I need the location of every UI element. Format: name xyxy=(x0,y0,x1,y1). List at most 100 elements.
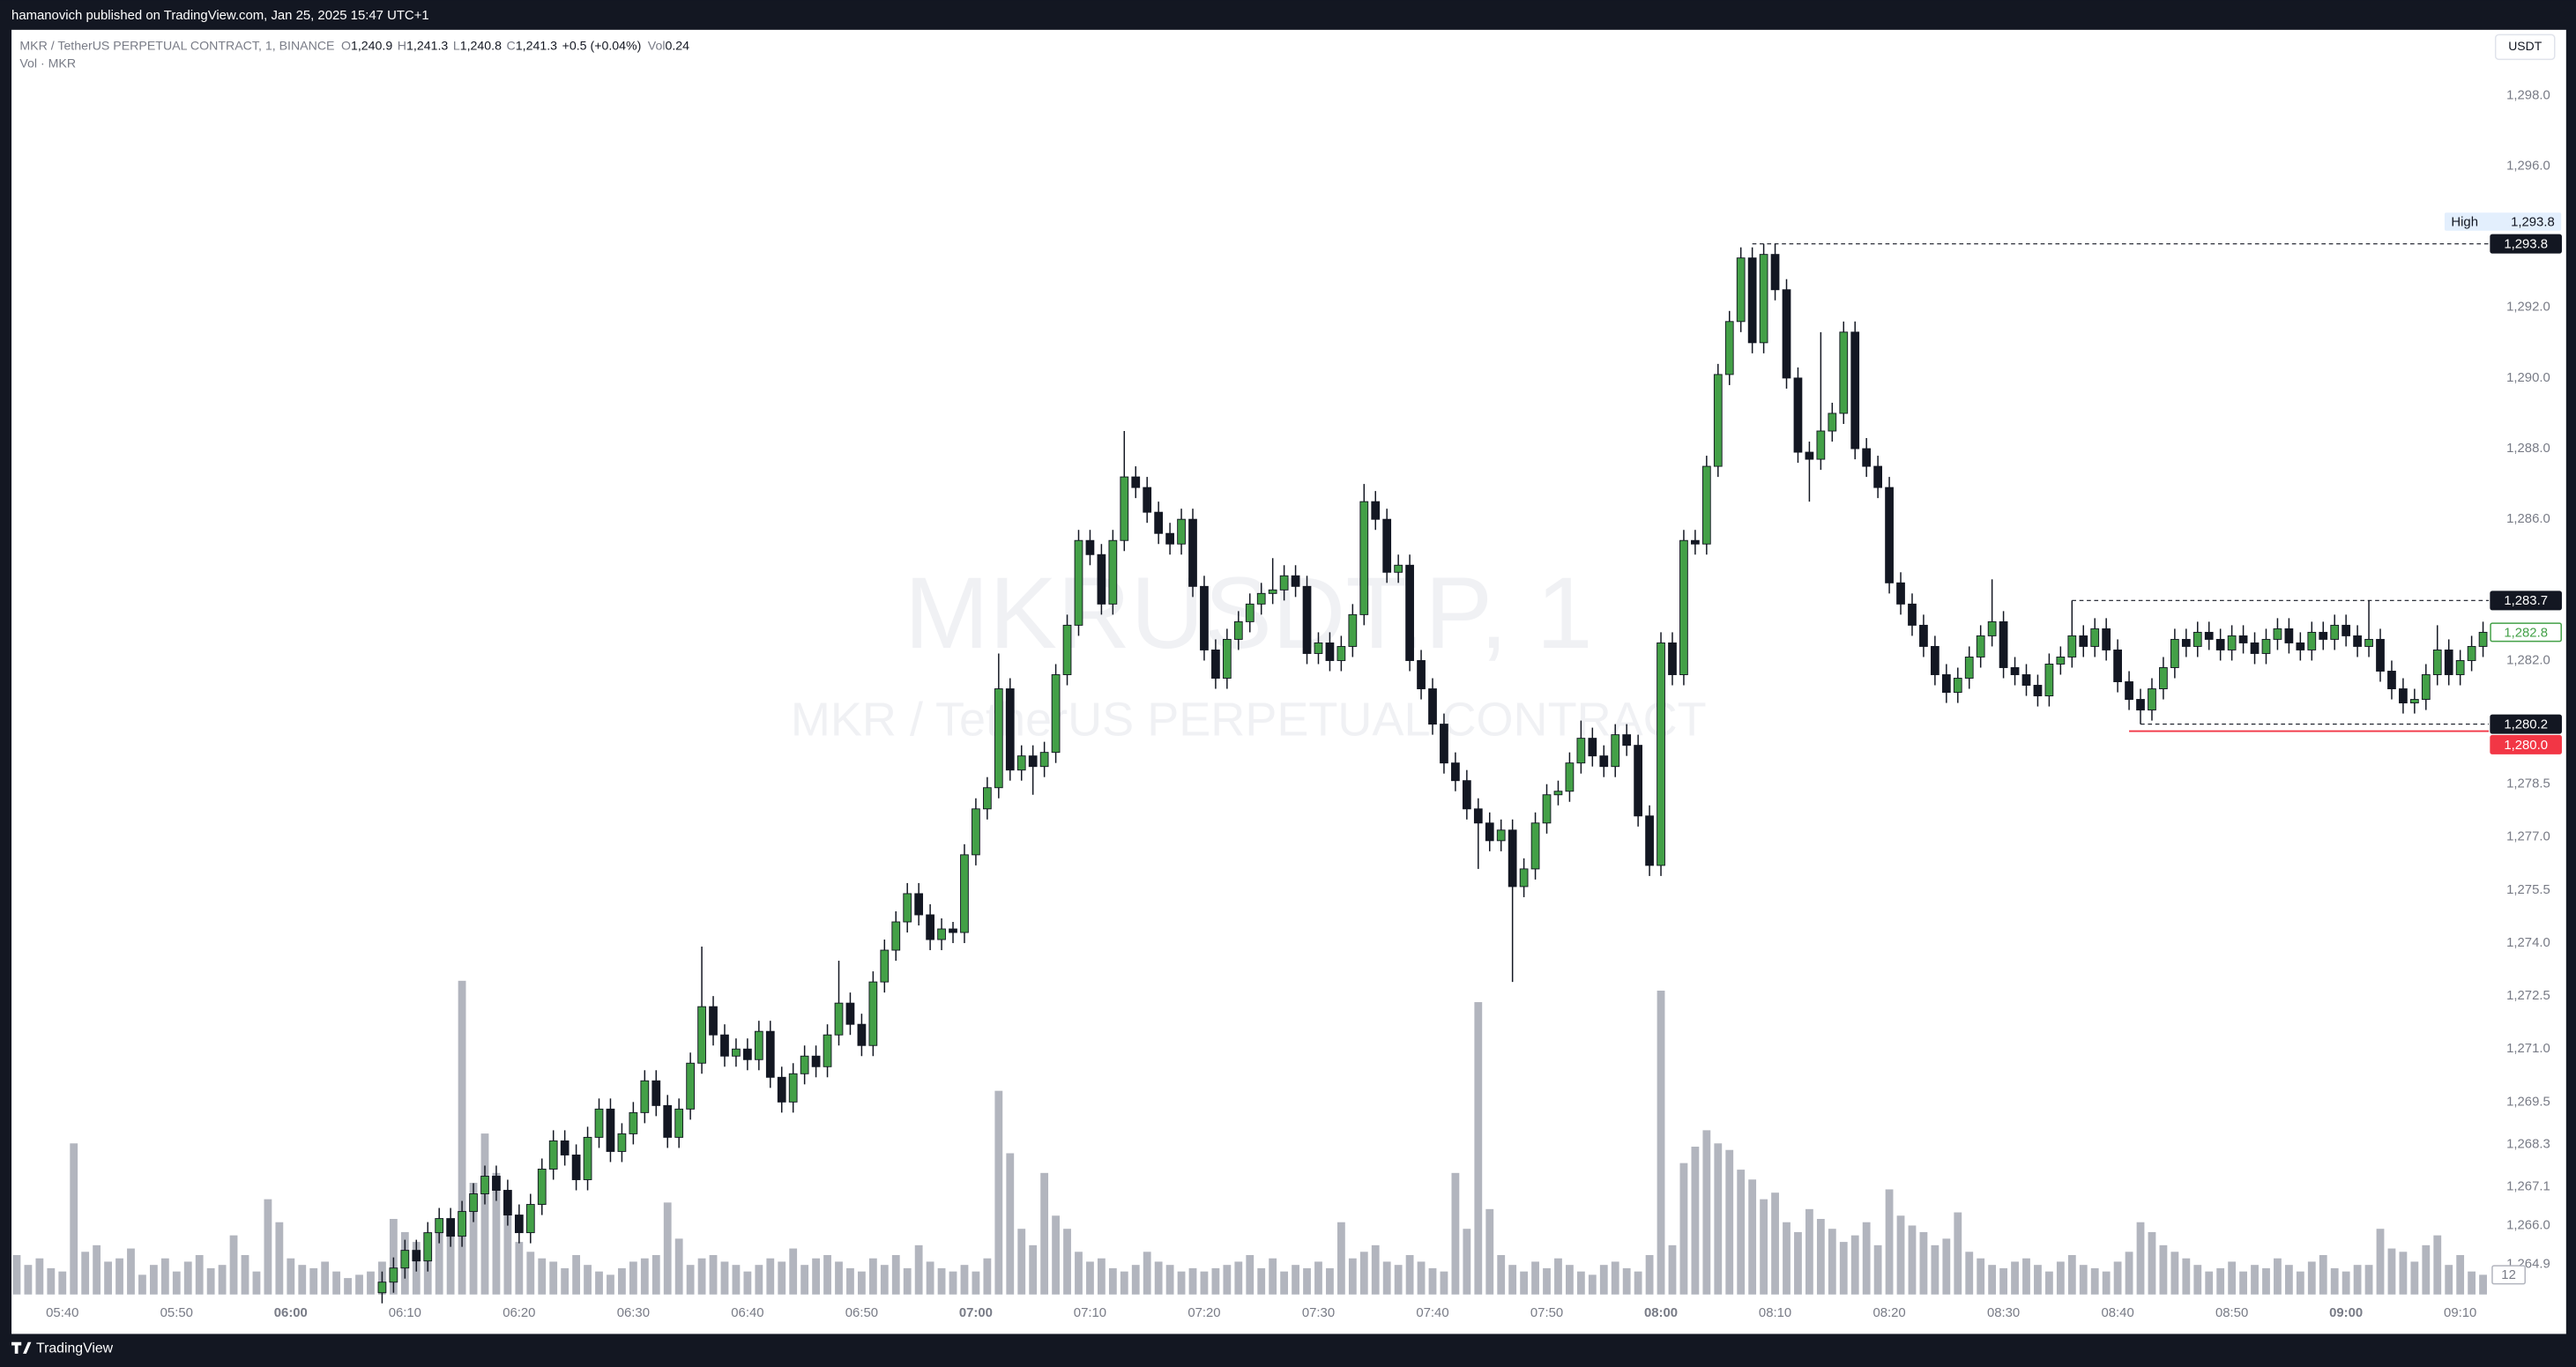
candle-body xyxy=(2113,649,2122,682)
volume-bar xyxy=(367,1271,375,1295)
candle-body xyxy=(972,808,980,856)
y-tick-label: 1,271.0 xyxy=(2506,1042,2550,1056)
volume-bar xyxy=(24,1265,33,1295)
volume-bar xyxy=(332,1271,341,1295)
volume-bar xyxy=(2387,1248,2396,1295)
candle-body xyxy=(1097,553,1106,605)
volume-bar xyxy=(2102,1271,2111,1295)
volume-bar xyxy=(423,1252,432,1295)
volume-bar xyxy=(1748,1179,1757,1295)
volume-bar xyxy=(1771,1192,1779,1295)
volume-bar xyxy=(2044,1271,2053,1295)
y-tick-label: 1,290.0 xyxy=(2506,371,2550,385)
candle-body xyxy=(1657,642,1665,866)
x-tick-label: 06:10 xyxy=(389,1306,421,1320)
currency-label[interactable]: USDT xyxy=(2508,39,2542,53)
volume-bar xyxy=(1908,1225,1917,1295)
volume-bar xyxy=(503,1212,512,1295)
volume-bar xyxy=(1794,1231,1802,1295)
volume-bar xyxy=(1520,1271,1529,1295)
candle-body xyxy=(1233,620,1243,640)
price-label-box xyxy=(2490,622,2562,643)
legend-title: MKR / TetherUS PERPETUAL CONTRACT, 1, BI… xyxy=(19,39,334,53)
volume-bar xyxy=(1588,1274,1597,1295)
candle-body xyxy=(1701,465,1711,545)
candle-body xyxy=(2330,624,2340,640)
currency-button[interactable] xyxy=(2494,33,2556,61)
volume-bar xyxy=(160,1258,169,1295)
candle-body xyxy=(1302,585,1312,654)
candle-body xyxy=(2021,674,2031,686)
candle-body xyxy=(1896,582,1905,605)
candle-body xyxy=(1759,254,1768,344)
volume-bar xyxy=(2364,1265,2373,1295)
volume-bar xyxy=(1508,1265,1517,1295)
price-label: 1,282.8 xyxy=(2504,626,2548,640)
candle-body xyxy=(1611,734,1620,768)
volume-bar xyxy=(2205,1271,2214,1295)
volume-bar xyxy=(903,1267,912,1295)
volume-bar xyxy=(2182,1258,2191,1295)
volume-bar xyxy=(1382,1261,1391,1295)
price-label: 1,283.7 xyxy=(2504,594,2548,608)
candle-body xyxy=(1793,377,1803,453)
volume-bar xyxy=(1862,1222,1871,1295)
candle-body xyxy=(2033,685,2043,697)
candle-body xyxy=(1473,808,1483,824)
legend-value: 1,240.9 xyxy=(351,39,392,53)
candle-body xyxy=(720,1034,729,1057)
volume-bar xyxy=(868,1258,877,1295)
candle-body xyxy=(1200,585,1209,650)
volume-bar xyxy=(1783,1222,1791,1295)
candle-body xyxy=(594,1108,604,1138)
volume-bar xyxy=(1108,1267,1117,1295)
candle-body xyxy=(1382,518,1392,573)
legend-value: 0.24 xyxy=(665,39,689,53)
volume-bar xyxy=(1543,1267,1551,1295)
candle-body xyxy=(903,893,912,923)
volume-bar xyxy=(1269,1258,1277,1295)
candle-body xyxy=(2193,631,2202,647)
volume-bar xyxy=(1919,1231,1928,1295)
candle-body xyxy=(914,893,924,916)
volume-bar xyxy=(81,1252,90,1295)
volume-bar xyxy=(1816,1219,1825,1295)
volume-bar xyxy=(2067,1255,2076,1295)
legend-key: H xyxy=(398,39,406,53)
candle-body xyxy=(1850,331,1860,449)
volume-bar xyxy=(2341,1271,2350,1295)
candle-body xyxy=(640,1080,650,1113)
volume-bar xyxy=(686,1265,695,1295)
candle-body xyxy=(937,928,946,940)
volume-bar xyxy=(1954,1212,1962,1295)
y-tick-label: 1,266.0 xyxy=(2506,1219,2550,1233)
candle-body xyxy=(1496,829,1506,842)
volume-bar xyxy=(1805,1208,1813,1295)
volume-bar xyxy=(2410,1261,2419,1295)
candle-body xyxy=(1839,331,1849,414)
volume-bar xyxy=(880,1265,889,1295)
volume-bar xyxy=(538,1258,547,1295)
candle-body xyxy=(949,928,957,933)
x-tick-label: 07:50 xyxy=(1530,1306,1563,1320)
candle-body xyxy=(629,1111,638,1134)
volume-bar xyxy=(1634,1271,1642,1295)
volume-bar xyxy=(1292,1265,1299,1295)
volume-legend: Vol · MKR xyxy=(19,57,76,71)
x-tick-label: 08:30 xyxy=(1987,1306,2020,1320)
volume-bar xyxy=(1154,1261,1163,1295)
volume-bar xyxy=(344,1278,352,1295)
volume-bar xyxy=(2330,1267,2339,1295)
volume-bar xyxy=(846,1267,854,1295)
x-tick-label: 08:50 xyxy=(2215,1306,2248,1320)
candle-body xyxy=(2273,628,2282,640)
volume-bar xyxy=(755,1265,763,1295)
volume-bar xyxy=(206,1267,215,1295)
candle-body xyxy=(2136,699,2145,711)
legend-key: C xyxy=(507,39,516,53)
candle-body xyxy=(1154,511,1164,534)
candle-body xyxy=(651,1080,661,1106)
volume-bar xyxy=(115,1258,123,1295)
volume-bar xyxy=(584,1265,592,1295)
candle-body xyxy=(2364,638,2373,647)
